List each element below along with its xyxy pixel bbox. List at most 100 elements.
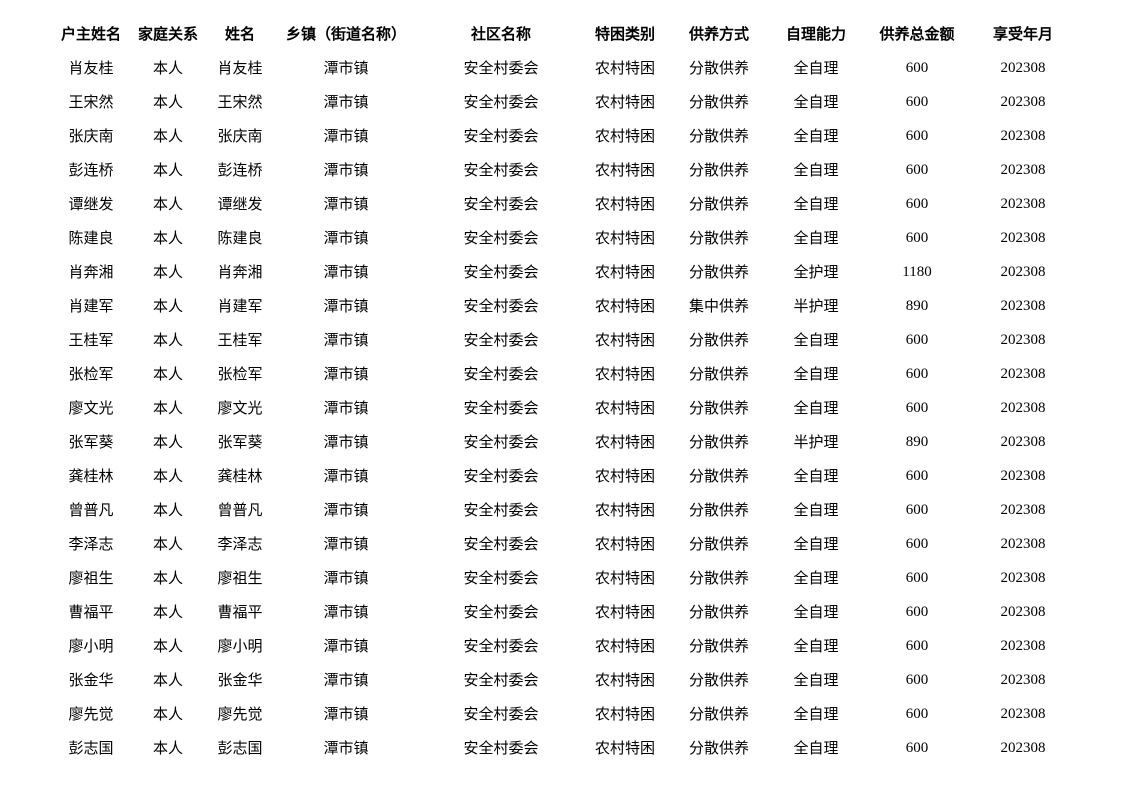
cell-category: 农村特困 [594, 297, 656, 315]
cell-township: 潭市镇 [323, 603, 369, 621]
cell-support-mode: 分散供养 [688, 161, 750, 179]
cell-self-care: 全自理 [793, 603, 839, 621]
table-row: 廖先觉 本人 廖先觉 潭市镇 安全村委会 农村特困 分散供养 全自理 600 202308 [0, 704, 1122, 738]
cell-household-head: 龚桂林 [68, 467, 114, 485]
cell-self-care: 半护理 [793, 433, 839, 451]
cell-month: 202308 [1000, 502, 1046, 518]
cell-month: 202308 [1000, 366, 1046, 382]
table-row: 肖建军 本人 肖建军 潭市镇 安全村委会 农村特困 集中供养 半护理 890 202308 [0, 296, 1122, 330]
cell-self-care: 全自理 [793, 535, 839, 553]
cell-amount: 1180 [902, 264, 932, 280]
cell-self-care: 全自理 [793, 229, 839, 247]
cell-household-head: 张金华 [68, 671, 114, 689]
cell-community: 安全村委会 [463, 161, 539, 179]
cell-support-mode: 分散供养 [688, 59, 750, 77]
table-row: 王桂军 本人 王桂军 潭市镇 安全村委会 农村特困 分散供养 全自理 600 202308 [0, 330, 1122, 364]
cell-relation: 本人 [152, 739, 184, 757]
cell-amount: 600 [905, 740, 929, 756]
cell-name: 谭继发 [217, 195, 263, 213]
cell-household-head: 陈建良 [68, 229, 114, 247]
cell-category: 农村特困 [594, 365, 656, 383]
cell-self-care: 全自理 [793, 637, 839, 655]
cell-amount: 600 [905, 706, 929, 722]
cell-name: 龚桂林 [217, 467, 263, 485]
cell-category: 农村特困 [594, 399, 656, 417]
cell-category: 农村特困 [594, 501, 656, 519]
cell-township: 潭市镇 [323, 297, 369, 315]
cell-category: 农村特困 [594, 637, 656, 655]
cell-household-head: 曹福平 [68, 603, 114, 621]
cell-community: 安全村委会 [463, 93, 539, 111]
cell-township: 潭市镇 [323, 93, 369, 111]
cell-township: 潭市镇 [323, 535, 369, 553]
cell-name: 肖奔湘 [217, 263, 263, 281]
cell-relation: 本人 [152, 705, 184, 723]
cell-category: 农村特困 [594, 603, 656, 621]
cell-support-mode: 分散供养 [688, 229, 750, 247]
cell-name: 陈建良 [217, 229, 263, 247]
cell-self-care: 全自理 [793, 671, 839, 689]
cell-relation: 本人 [152, 501, 184, 519]
cell-relation: 本人 [152, 127, 184, 145]
cell-community: 安全村委会 [463, 467, 539, 485]
cell-name: 张金华 [217, 671, 263, 689]
cell-support-mode: 分散供养 [688, 433, 750, 451]
cell-name: 张检军 [217, 365, 263, 383]
cell-self-care: 半护理 [793, 297, 839, 315]
cell-relation: 本人 [152, 433, 184, 451]
cell-household-head: 张检军 [68, 365, 114, 383]
cell-self-care: 全自理 [793, 501, 839, 519]
cell-relation: 本人 [152, 399, 184, 417]
cell-name: 张军葵 [217, 433, 263, 451]
cell-category: 农村特困 [594, 59, 656, 77]
cell-relation: 本人 [152, 569, 184, 587]
cell-community: 安全村委会 [463, 433, 539, 451]
cell-amount: 600 [905, 536, 929, 552]
table-row: 彭志国 本人 彭志国 潭市镇 安全村委会 农村特困 分散供养 全自理 600 202308 [0, 738, 1122, 772]
cell-category: 农村特困 [594, 331, 656, 349]
cell-category: 农村特困 [594, 127, 656, 145]
cell-category: 农村特困 [594, 535, 656, 553]
cell-category: 农村特困 [594, 195, 656, 213]
cell-month: 202308 [1000, 740, 1046, 756]
cell-category: 农村特困 [594, 433, 656, 451]
cell-self-care: 全自理 [793, 569, 839, 587]
table-row: 张庆南 本人 张庆南 潭市镇 安全村委会 农村特困 分散供养 全自理 600 202308 [0, 126, 1122, 160]
column-header-category: 特困类别 [594, 25, 656, 43]
cell-month: 202308 [1000, 162, 1046, 178]
cell-community: 安全村委会 [463, 331, 539, 349]
cell-township: 潭市镇 [323, 195, 369, 213]
table-row: 张检军 本人 张检军 潭市镇 安全村委会 农村特困 分散供养 全自理 600 202308 [0, 364, 1122, 398]
cell-community: 安全村委会 [463, 501, 539, 519]
cell-township: 潭市镇 [323, 161, 369, 179]
cell-self-care: 全自理 [793, 467, 839, 485]
cell-township: 潭市镇 [323, 739, 369, 757]
table-row: 陈建良 本人 陈建良 潭市镇 安全村委会 农村特困 分散供养 全自理 600 202308 [0, 228, 1122, 262]
cell-amount: 600 [905, 366, 929, 382]
cell-self-care: 全自理 [793, 705, 839, 723]
cell-amount: 600 [905, 94, 929, 110]
cell-relation: 本人 [152, 59, 184, 77]
cell-self-care: 全自理 [793, 365, 839, 383]
cell-household-head: 肖奔湘 [68, 263, 114, 281]
cell-support-mode: 分散供养 [688, 365, 750, 383]
cell-support-mode: 分散供养 [688, 93, 750, 111]
cell-township: 潭市镇 [323, 501, 369, 519]
table-row: 龚桂林 本人 龚桂林 潭市镇 安全村委会 农村特困 分散供养 全自理 600 202308 [0, 466, 1122, 500]
cell-month: 202308 [1000, 298, 1046, 314]
cell-community: 安全村委会 [463, 365, 539, 383]
cell-category: 农村特困 [594, 93, 656, 111]
cell-amount: 890 [905, 298, 929, 314]
cell-household-head: 王宋然 [68, 93, 114, 111]
cell-household-head: 廖先觉 [68, 705, 114, 723]
cell-category: 农村特困 [594, 467, 656, 485]
table-row: 张金华 本人 张金华 潭市镇 安全村委会 农村特困 分散供养 全自理 600 202308 [0, 670, 1122, 704]
cell-month: 202308 [1000, 570, 1046, 586]
cell-name: 曹福平 [217, 603, 263, 621]
cell-name: 彭连桥 [217, 161, 263, 179]
cell-amount: 600 [905, 604, 929, 620]
cell-township: 潭市镇 [323, 433, 369, 451]
cell-township: 潭市镇 [323, 127, 369, 145]
cell-household-head: 肖建军 [68, 297, 114, 315]
cell-name: 肖建军 [217, 297, 263, 315]
